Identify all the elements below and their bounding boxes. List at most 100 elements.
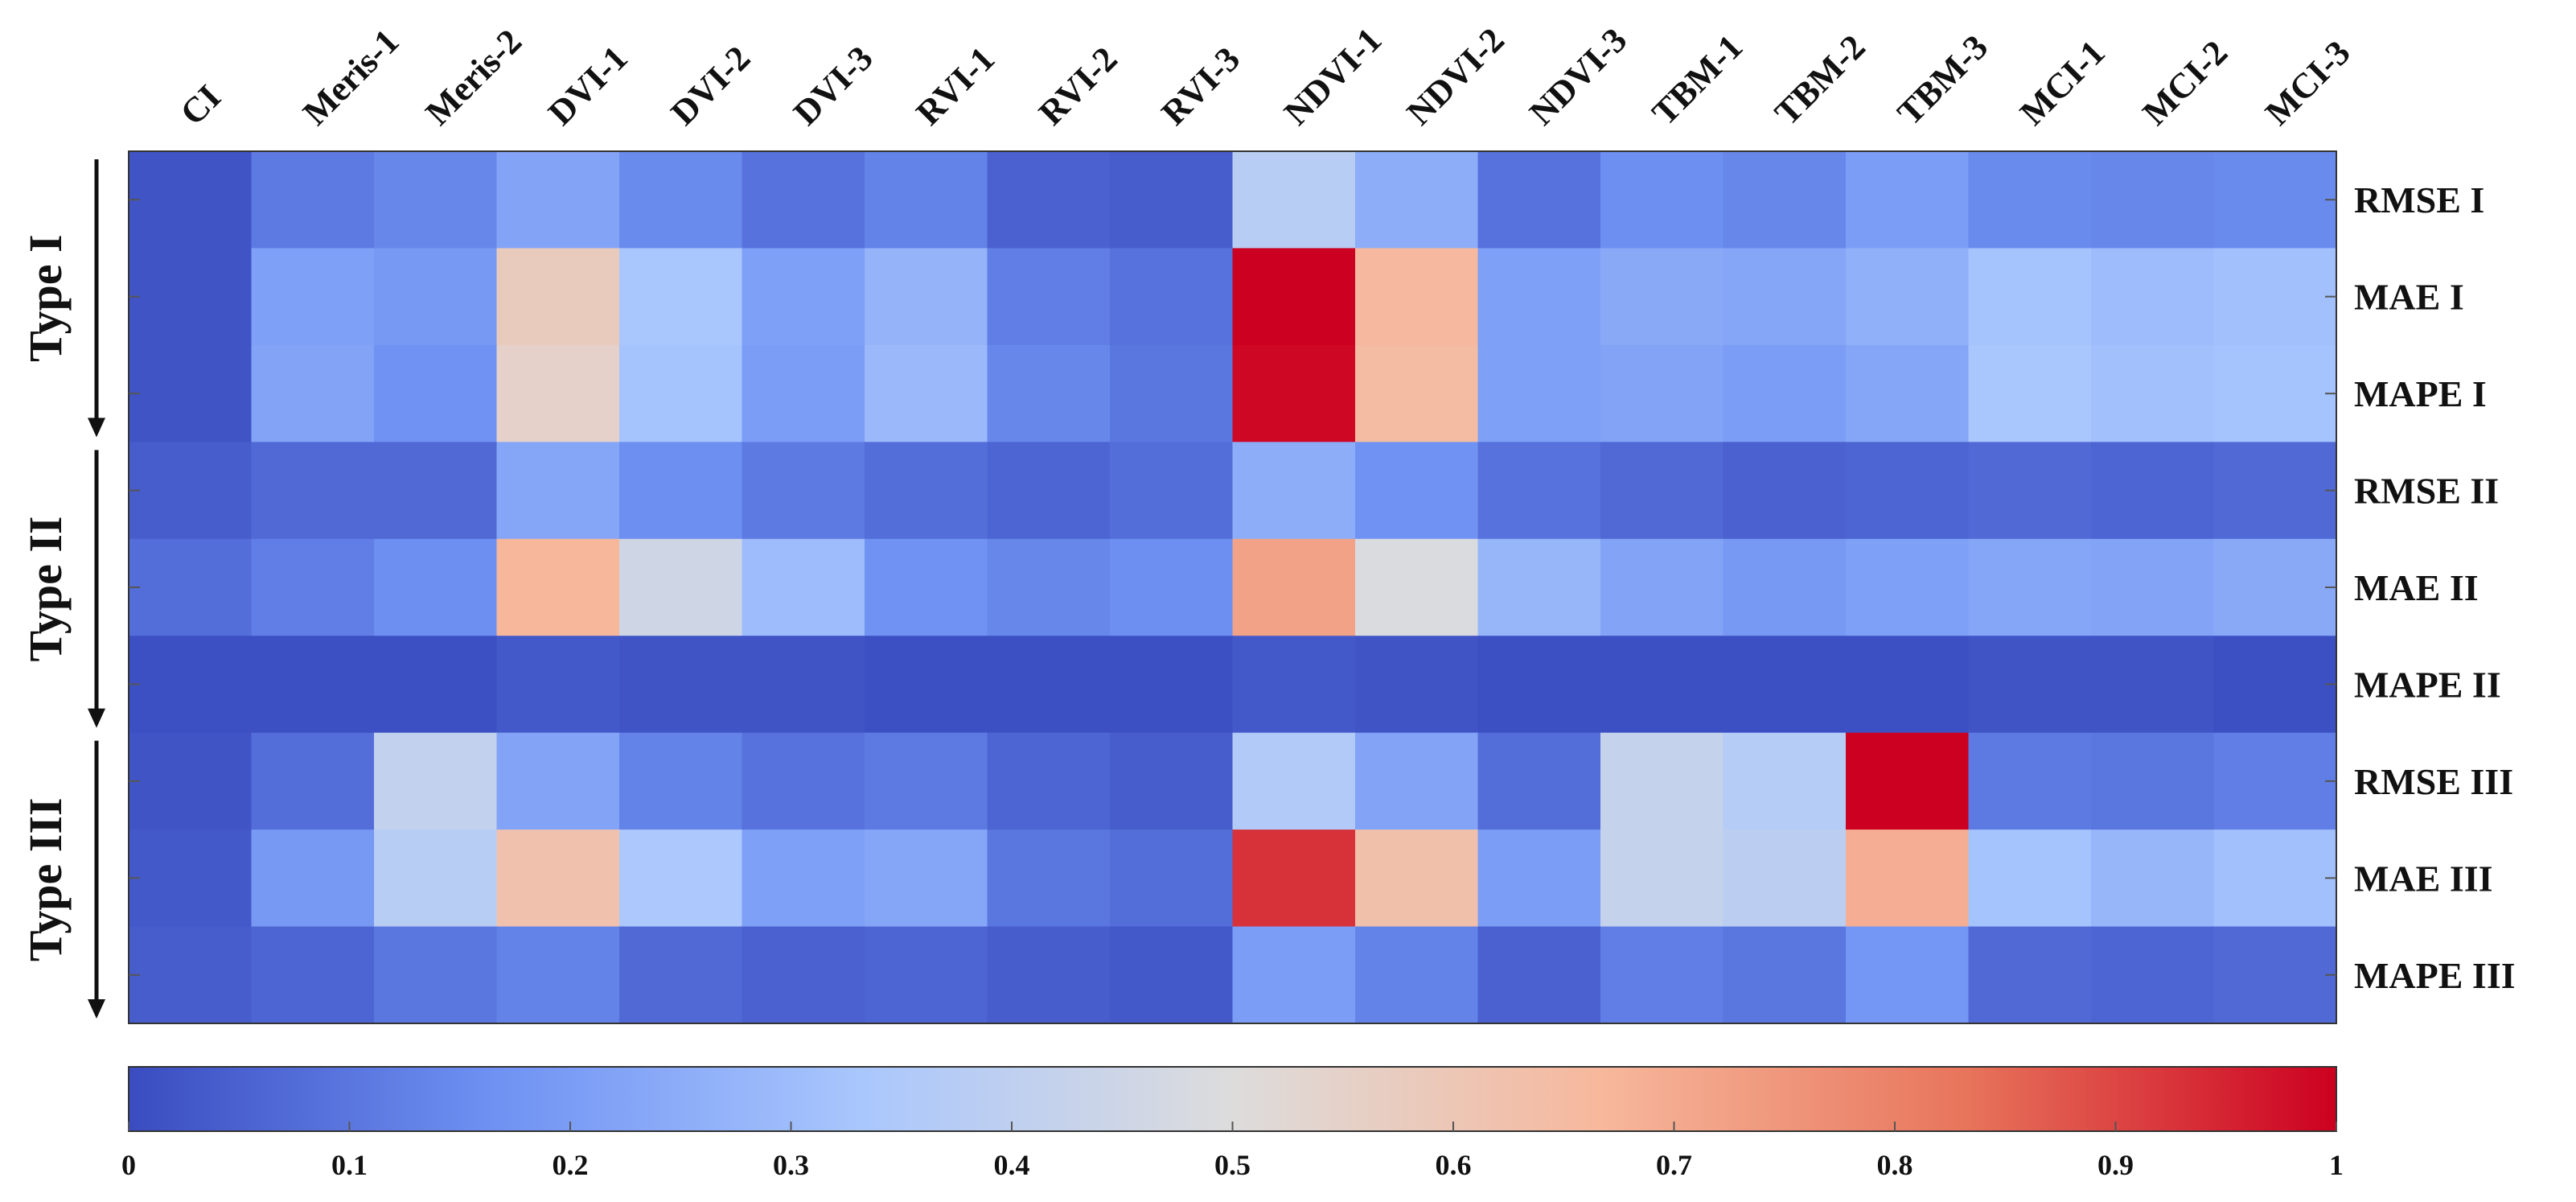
- heatmap-cell-9-1: [129, 926, 253, 1024]
- heatmap-cell-2-12: [1477, 248, 1601, 346]
- heatmap-cell-4-5: [619, 442, 743, 540]
- heatmap-cell-9-11: [1355, 926, 1479, 1024]
- heatmap-cell-6-3: [374, 636, 498, 734]
- group-label: Type III: [19, 798, 72, 962]
- heatmap-cell-9-9: [1110, 926, 1234, 1024]
- colorbar-tick-label: 0.3: [773, 1149, 809, 1181]
- row-label: MAE III: [2354, 858, 2493, 899]
- row-label: MAPE II: [2354, 664, 2501, 705]
- colorbar-tick-label: 0.8: [1877, 1149, 1913, 1181]
- heatmap-cell-4-8: [987, 442, 1111, 540]
- heatmap-cell-7-2: [251, 732, 375, 830]
- heatmap-cell-1-16: [1968, 151, 2092, 249]
- heatmap-cell-6-15: [1846, 636, 1970, 734]
- column-label: Meris-2: [418, 22, 529, 133]
- column-label: CI: [173, 77, 228, 133]
- heatmap-cell-8-10: [1232, 829, 1356, 928]
- heatmap-cell-6-5: [619, 636, 743, 734]
- heatmap-cell-4-12: [1477, 442, 1601, 540]
- heatmap-cell-1-5: [619, 151, 743, 249]
- heatmap-cell-1-17: [2091, 151, 2215, 249]
- heatmap-cell-3-6: [742, 344, 865, 443]
- heatmap-cell-9-4: [496, 926, 620, 1024]
- heatmap-cell-8-1: [129, 829, 253, 928]
- heatmap-cell-1-9: [1110, 151, 1234, 249]
- heatmap-cell-1-10: [1232, 151, 1356, 249]
- heatmap-cell-6-13: [1600, 636, 1724, 734]
- heatmap-cell-2-4: [496, 248, 620, 346]
- heatmap-cell-4-10: [1232, 442, 1356, 540]
- heatmap-cell-1-13: [1600, 151, 1724, 249]
- column-label: RVI-3: [1154, 39, 1248, 134]
- heatmap-cell-9-18: [2213, 926, 2337, 1024]
- group-arrow-head: [88, 418, 105, 438]
- column-label: TBM-3: [1890, 27, 1995, 133]
- column-label: DVI-3: [786, 38, 881, 133]
- heatmap-cell-8-16: [1968, 829, 2092, 928]
- heatmap-cell-7-11: [1355, 732, 1479, 830]
- heatmap-cell-7-13: [1600, 732, 1724, 830]
- heatmap-cell-3-17: [2091, 344, 2215, 443]
- column-label: TBM-1: [1645, 27, 1750, 133]
- heatmap-cell-7-18: [2213, 732, 2337, 830]
- heatmap-cell-9-12: [1477, 926, 1601, 1024]
- heatmap-cell-5-9: [1110, 538, 1234, 636]
- group-label: Type I: [19, 234, 72, 361]
- heatmap-cell-6-7: [865, 636, 988, 734]
- heatmap-cell-3-16: [1968, 344, 2092, 443]
- colorbar-tick-label: 0.5: [1214, 1149, 1251, 1181]
- heatmap-cell-8-14: [1723, 829, 1847, 928]
- row-label: MAPE I: [2354, 373, 2487, 414]
- heatmap-cell-3-13: [1600, 344, 1724, 443]
- heatmap-cell-8-12: [1477, 829, 1601, 928]
- heatmap-cell-3-7: [865, 344, 988, 443]
- heatmap-cell-3-14: [1723, 344, 1847, 443]
- heatmap-cell-9-15: [1846, 926, 1970, 1024]
- colorbar-tick-label: 0.6: [1436, 1149, 1472, 1181]
- heatmap-cell-4-3: [374, 442, 498, 540]
- heatmap-cell-5-18: [2213, 538, 2337, 636]
- heatmap-cell-6-1: [129, 636, 253, 734]
- heatmap-ticks: [129, 199, 2336, 976]
- heatmap-cell-3-18: [2213, 344, 2337, 443]
- heatmap-cell-6-11: [1355, 636, 1479, 734]
- group-label: Type II: [19, 516, 72, 661]
- row-label: RMSE III: [2354, 761, 2513, 802]
- heatmap-cell-4-14: [1723, 442, 1847, 540]
- heatmap-cell-6-10: [1232, 636, 1356, 734]
- heatmap-cell-6-9: [1110, 636, 1234, 734]
- heatmap-cell-3-15: [1846, 344, 1970, 443]
- heatmap-cell-8-5: [619, 829, 743, 928]
- heatmap-cell-6-16: [1968, 636, 2092, 734]
- column-label: MCI-3: [2258, 33, 2358, 134]
- heatmap-cell-2-14: [1723, 248, 1847, 346]
- heatmap-cell-7-17: [2091, 732, 2215, 830]
- heatmap-cell-2-16: [1968, 248, 2092, 346]
- heatmap-cell-5-10: [1232, 538, 1356, 636]
- heatmap-cell-5-14: [1723, 538, 1847, 636]
- heatmap-cell-7-10: [1232, 732, 1356, 830]
- heatmap-cell-7-8: [987, 732, 1111, 830]
- heatmap-cell-2-15: [1846, 248, 1970, 346]
- heatmap-cell-1-3: [374, 151, 498, 249]
- column-label: MCI-2: [2135, 33, 2236, 134]
- heatmap-cell-2-1: [129, 248, 253, 346]
- heatmap-cell-3-3: [374, 344, 498, 443]
- heatmap-cell-9-17: [2091, 926, 2215, 1024]
- heatmap-cell-8-4: [496, 829, 620, 928]
- heatmap-cell-6-14: [1723, 636, 1847, 734]
- heatmap-cell-1-18: [2213, 151, 2337, 249]
- heatmap-cell-5-5: [619, 538, 743, 636]
- column-label: NDVI-2: [1399, 20, 1512, 133]
- heatmap-cell-9-8: [987, 926, 1111, 1024]
- heatmap-cell-5-4: [496, 538, 620, 636]
- heatmap-cell-4-18: [2213, 442, 2337, 540]
- heatmap-cell-8-6: [742, 829, 865, 928]
- column-label: Meris-1: [295, 22, 406, 133]
- heatmap-cell-7-16: [1968, 732, 2092, 830]
- heatmap-cell-9-6: [742, 926, 865, 1024]
- heatmap-cell-5-2: [251, 538, 375, 636]
- heatmap-cell-4-9: [1110, 442, 1234, 540]
- heatmap-cell-5-13: [1600, 538, 1724, 636]
